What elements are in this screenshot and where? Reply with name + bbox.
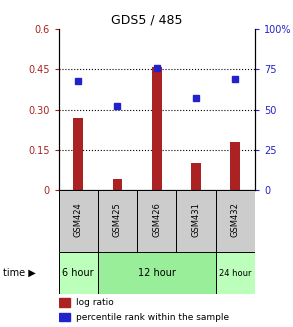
Bar (191, 163, 201, 190)
Bar (113, 179, 122, 190)
Bar (98, 252, 216, 294)
Bar (230, 142, 240, 190)
Text: percentile rank within the sample: percentile rank within the sample (76, 313, 229, 322)
Bar (73, 117, 83, 190)
Text: GSM425: GSM425 (113, 202, 122, 237)
Text: GDS5 / 485: GDS5 / 485 (111, 13, 182, 26)
Text: GSM426: GSM426 (152, 202, 161, 237)
Bar (59, 313, 70, 321)
Bar (216, 190, 255, 252)
Text: GSM432: GSM432 (231, 202, 240, 237)
Text: 24 hour: 24 hour (219, 268, 251, 278)
Text: 6 hour: 6 hour (62, 268, 94, 278)
Text: 12 hour: 12 hour (138, 268, 176, 278)
Bar (137, 190, 176, 252)
Bar (98, 190, 137, 252)
Bar (216, 252, 255, 294)
Bar (176, 190, 216, 252)
Bar (59, 252, 98, 294)
Bar (152, 67, 162, 190)
Text: log ratio: log ratio (76, 298, 114, 307)
Text: GSM431: GSM431 (192, 202, 200, 237)
Bar (59, 190, 98, 252)
Text: time ▶: time ▶ (3, 268, 36, 278)
Text: GSM424: GSM424 (74, 202, 83, 237)
Bar (59, 299, 70, 307)
